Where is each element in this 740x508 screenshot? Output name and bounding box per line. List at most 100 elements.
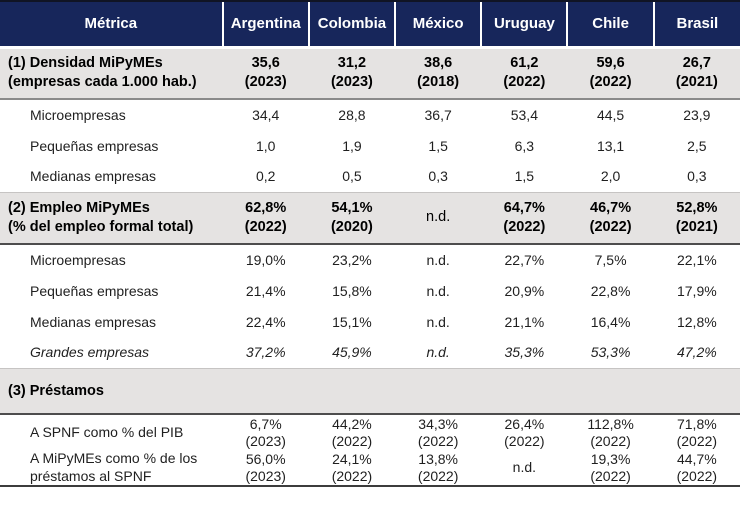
value-cell: 7,5%	[594, 252, 627, 268]
value-cell: 64,7% (2022)	[481, 191, 568, 245]
metric-year: (2020)	[330, 218, 373, 235]
value-cell: 112,8% (2022)	[567, 414, 653, 450]
section-label-line2: (% del empleo formal total)	[8, 218, 194, 235]
value-cell: 28,8	[338, 107, 366, 123]
metric-value: 64,7%	[503, 199, 545, 216]
row-label: A MiPyMEs como % de los préstamos al SPN…	[0, 450, 223, 487]
metric-value: 13,8%	[418, 450, 458, 467]
value-cell: n.d.	[426, 282, 450, 299]
value-cell: 34,4	[252, 107, 280, 123]
metric-value: 54,1%	[331, 199, 373, 216]
value-cell: 23,2%	[332, 252, 372, 268]
value-cell: 1,0	[255, 137, 276, 154]
value-cell: 45,9%	[332, 344, 372, 361]
value-cell: 22,4%	[245, 313, 286, 330]
metric-value: 35,6	[251, 55, 280, 72]
metric-year: (2022)	[589, 74, 632, 91]
metric-year: (2022)	[331, 432, 373, 449]
value-cell: 71,8% (2022)	[654, 414, 740, 450]
metric-year: (2023)	[245, 467, 286, 484]
value-cell: 12,8%	[676, 313, 717, 330]
row-density-medianas: Medianas empresas 0,2 0,5 0,3 1,5 2,0 0,…	[0, 161, 740, 192]
metric-value: 6,7%	[249, 415, 282, 432]
row-density-microempresas: Microempresas 34,4 28,8 36,7 53,4 44,5 2…	[0, 99, 740, 130]
metric-year: (2023)	[330, 74, 373, 91]
value-cell: 0,2	[255, 168, 276, 185]
metric-year: (2022)	[589, 218, 632, 235]
value-cell: 37,2%	[245, 344, 286, 361]
value-cell: 59,6 (2022)	[567, 47, 654, 100]
row-label: Pequeñas empresas	[30, 282, 159, 299]
metric-value: 24,1%	[332, 450, 372, 467]
metric-year: (2022)	[504, 432, 545, 449]
section-row-loans: (3) Préstamos	[0, 367, 740, 415]
value-cell: 52,8% (2021)	[653, 191, 740, 245]
column-header-colombia: Colombia	[307, 0, 396, 49]
metric-value: 31,2	[337, 55, 367, 72]
value-cell: 44,2% (2022)	[309, 414, 395, 450]
value-cell: 35,3%	[504, 344, 545, 361]
metric-value: 52,8%	[676, 199, 718, 216]
metric-year: (2022)	[590, 467, 631, 484]
value-cell: 54,1% (2020)	[308, 191, 396, 245]
table-header-row: Métrica Argentina Colombia México Urugua…	[0, 0, 740, 49]
metric-value: 112,8%	[587, 415, 634, 432]
value-cell: 61,2 (2022)	[481, 47, 568, 100]
row-label: Microempresas	[30, 252, 126, 268]
section-row-density: (1) Densidad MiPyMEs (empresas cada 1.00…	[0, 47, 740, 100]
value-cell: 6,3	[514, 137, 535, 154]
value-cell: 1,5	[428, 137, 448, 154]
value-cell: 46,7% (2022)	[567, 191, 654, 245]
column-header-chile: Chile	[566, 0, 654, 49]
row-label-line1: A MiPyMEs como % de los	[30, 450, 198, 466]
metric-value: 34,3%	[418, 415, 458, 432]
value-cell: 38,6 (2018)	[395, 47, 482, 100]
column-header-metric: Métrica	[0, 0, 223, 49]
metric-year: (2022)	[676, 432, 718, 449]
value-cell: 21,1%	[504, 313, 545, 330]
value-cell: 36,7	[424, 107, 452, 123]
value-cell: 53,4	[510, 107, 538, 123]
metric-value: 44,7%	[676, 450, 717, 467]
value-cell: 2,5	[687, 137, 707, 154]
value-cell: 21,4%	[245, 282, 286, 299]
metric-year: (2022)	[331, 467, 373, 484]
value-cell: 35,6 (2023)	[222, 47, 309, 100]
metric-year: (2022)	[590, 432, 631, 449]
metric-value: 71,8%	[676, 415, 717, 432]
value-cell: 13,8% (2022)	[395, 450, 482, 487]
metric-year: (2022)	[417, 467, 459, 484]
value-cell: n.d.	[426, 313, 450, 330]
value-cell: 19,0%	[245, 252, 286, 268]
section-label: (1) Densidad MiPyMEs (empresas cada 1.00…	[0, 47, 223, 100]
metric-year: (2022)	[676, 467, 718, 484]
value-cell: 34,3% (2022)	[395, 414, 481, 450]
value-cell: n.d.	[426, 252, 450, 268]
row-employment-pequenas: Pequeñas empresas 21,4% 15,8% n.d. 20,9%…	[0, 275, 740, 306]
metric-value: 38,6	[424, 55, 453, 72]
row-label: Medianas empresas	[30, 313, 157, 330]
value-cell: 0,3	[428, 168, 448, 185]
row-label: Grandes empresas	[30, 344, 150, 361]
value-cell: 1,5	[514, 168, 535, 185]
value-cell: 24,1% (2022)	[308, 450, 396, 487]
column-header-mexico: México	[394, 0, 482, 49]
metric-value: 61,2	[510, 55, 539, 72]
value-cell: 44,5	[596, 107, 625, 123]
metric-year: (2022)	[503, 74, 546, 91]
row-label: A SPNF como % del PIB	[30, 423, 184, 440]
row-loans-mipymes: A MiPyMEs como % de los préstamos al SPN…	[0, 450, 740, 487]
metric-year: (2021)	[675, 74, 718, 91]
metric-year: (2021)	[675, 218, 718, 235]
value-cell: 47,2%	[676, 344, 717, 361]
section-label-line2: (empresas cada 1.000 hab.)	[8, 74, 197, 91]
value-cell: 2,0	[600, 168, 621, 185]
row-density-pequenas: Pequeñas empresas 1,0 1,9 1,5 6,3 13,1 2…	[0, 130, 740, 161]
row-employment-medianas: Medianas empresas 22,4% 15,1% n.d. 21,1%…	[0, 306, 740, 337]
metric-year: (2022)	[244, 218, 287, 235]
row-employment-grandes: Grandes empresas 37,2% 45,9% n.d. 35,3% …	[0, 337, 740, 368]
value-cell: 15,8%	[332, 282, 372, 299]
row-loans-spnf: A SPNF como % del PIB 6,7% (2023) 44,2% (2…	[0, 414, 740, 450]
section-label-line1: (2) Empleo MiPyMEs	[8, 199, 150, 216]
metric-year: (2023)	[245, 432, 286, 449]
